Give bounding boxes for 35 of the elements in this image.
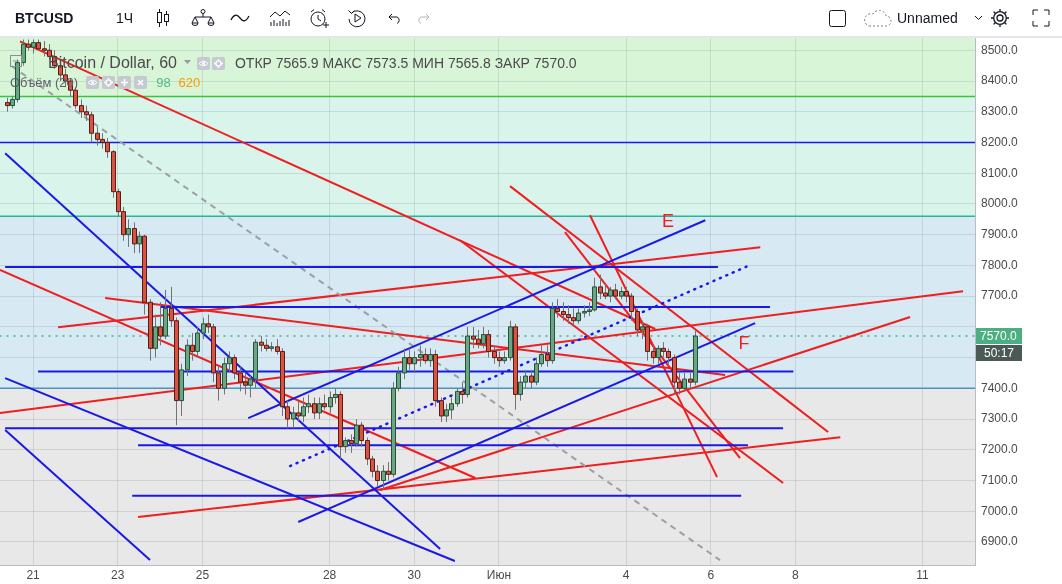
- x-tick-label: 28: [322, 567, 337, 582]
- annotation: F: [738, 332, 750, 353]
- x-tick-label: 4: [622, 567, 630, 582]
- ref-line-label: 7570.0: [980, 328, 1018, 343]
- text: 50:17: [984, 345, 1015, 360]
- x-tick-label: 23: [111, 567, 125, 582]
- y-tick-label: 7100.0: [981, 472, 1019, 487]
- y-tick-label: 7800.0: [981, 257, 1019, 272]
- x-tick-label: 30: [407, 567, 422, 582]
- y-tick-label: 6900.0: [981, 534, 1019, 549]
- x-tick-label: Июн: [486, 567, 512, 582]
- annotation: E: [661, 210, 675, 231]
- y-tick-label: 8200.0: [981, 134, 1019, 149]
- y-tick-label: 8100.0: [981, 165, 1019, 180]
- y-tick-label: 7900.0: [981, 226, 1019, 241]
- y-tick-label: 7400.0: [981, 380, 1019, 395]
- text: ОТКР 7565.9 МАКС 7573.5 МИН 7565.8 ЗАКР 7570.0: [234, 55, 577, 71]
- y-tick-label: 8500.0: [981, 42, 1019, 57]
- y-tick-label: 8400.0: [981, 73, 1019, 88]
- y-tick-label: 7300.0: [981, 411, 1019, 426]
- x-tick-label: 6: [707, 567, 715, 582]
- annotation: 620: [178, 75, 201, 90]
- text: 1Ч: [116, 10, 134, 26]
- x-tick-label: 21: [26, 567, 41, 582]
- y-tick-label: 8000.0: [981, 196, 1019, 211]
- x-tick-label: 11: [916, 567, 930, 582]
- annotation: 98: [156, 75, 171, 90]
- text: BTCUSD: [15, 10, 74, 26]
- y-tick-label: 7000.0: [981, 503, 1019, 518]
- text: Unnamed: [897, 10, 958, 26]
- x-tick-label: 25: [195, 567, 210, 582]
- y-tick-label: 7200.0: [981, 442, 1019, 457]
- y-tick-label: 7700.0: [981, 288, 1019, 303]
- y-tick-label: 8300.0: [981, 104, 1019, 119]
- x-tick-label: 8: [792, 567, 800, 582]
